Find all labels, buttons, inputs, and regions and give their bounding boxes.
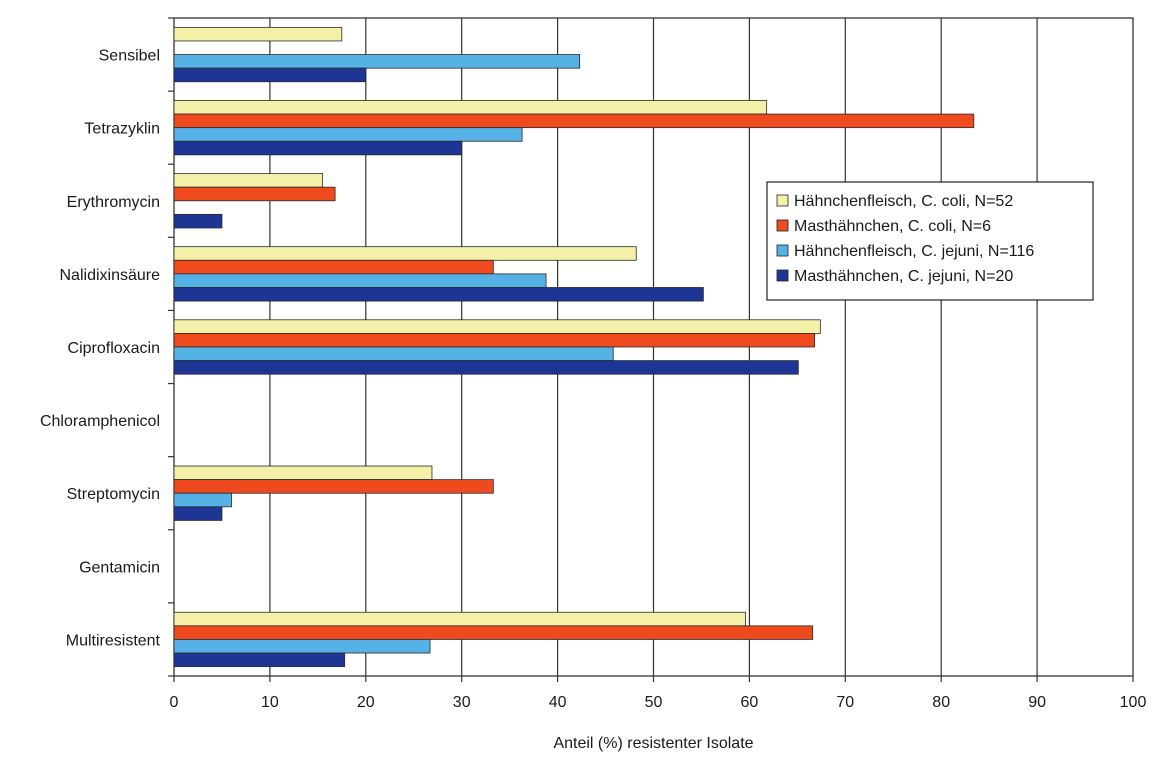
bar	[173, 186, 336, 202]
legend-box	[766, 181, 1094, 301]
x-tick-label: 90	[1028, 694, 1046, 711]
x-tick-label: 80	[932, 694, 950, 711]
bar	[173, 346, 614, 362]
bar	[173, 360, 799, 375]
bar	[173, 100, 768, 115]
bar	[173, 273, 547, 288]
bar	[173, 26, 343, 42]
bar	[173, 465, 433, 481]
x-tick-label: 70	[836, 694, 854, 711]
bar	[173, 332, 816, 348]
bar	[173, 213, 223, 229]
legend-swatch	[776, 269, 789, 282]
x-tick-label: 0	[170, 694, 179, 711]
x-tick-label: 50	[645, 694, 663, 711]
x-tick-label: 10	[261, 694, 279, 711]
bar	[173, 625, 814, 640]
bar	[173, 319, 821, 334]
legend-label: Masthähnchen, C. coli, N=6	[794, 218, 991, 235]
bar	[173, 479, 494, 494]
bar	[173, 113, 975, 129]
bar	[173, 506, 223, 521]
category-label: Multiresistent	[66, 632, 161, 649]
x-axis-title: Anteil (%) resistenter Isolate	[553, 735, 753, 752]
x-tick-label: 60	[741, 694, 759, 711]
category-label: Ciprofloxacin	[68, 340, 160, 357]
bar	[173, 652, 346, 668]
category-label: Streptomycin	[67, 486, 160, 503]
legend-swatch	[776, 194, 789, 207]
x-tick-label: 30	[453, 694, 471, 711]
legend-label: Masthähnchen, C. jejuni, N=20	[794, 268, 1013, 285]
category-label: Erythromycin	[67, 194, 160, 211]
bar	[173, 67, 367, 83]
legend-swatch	[776, 244, 789, 257]
category-label: Chloramphenicol	[40, 413, 160, 430]
bar	[173, 287, 704, 302]
bar	[173, 173, 324, 188]
bar	[173, 140, 463, 156]
legend-label: Hähnchenfleisch, C. coli, N=52	[794, 193, 1013, 210]
bar	[173, 259, 494, 275]
legend-swatch	[776, 219, 789, 232]
category-label: Gentamicin	[79, 559, 160, 576]
bar	[173, 492, 232, 508]
x-tick-label: 100	[1120, 694, 1147, 711]
category-label: Nalidixinsäure	[60, 267, 161, 284]
x-tick-label: 40	[549, 694, 567, 711]
bar	[173, 639, 431, 654]
category-label: Sensibel	[99, 48, 160, 65]
legend-label: Hähnchenfleisch, C. jejuni, N=116	[794, 243, 1034, 260]
bar	[173, 54, 581, 69]
bar	[173, 611, 746, 627]
bar	[173, 127, 523, 142]
category-label: Tetrazyklin	[84, 121, 160, 138]
x-tick-label: 20	[357, 694, 375, 711]
bar	[173, 246, 637, 261]
